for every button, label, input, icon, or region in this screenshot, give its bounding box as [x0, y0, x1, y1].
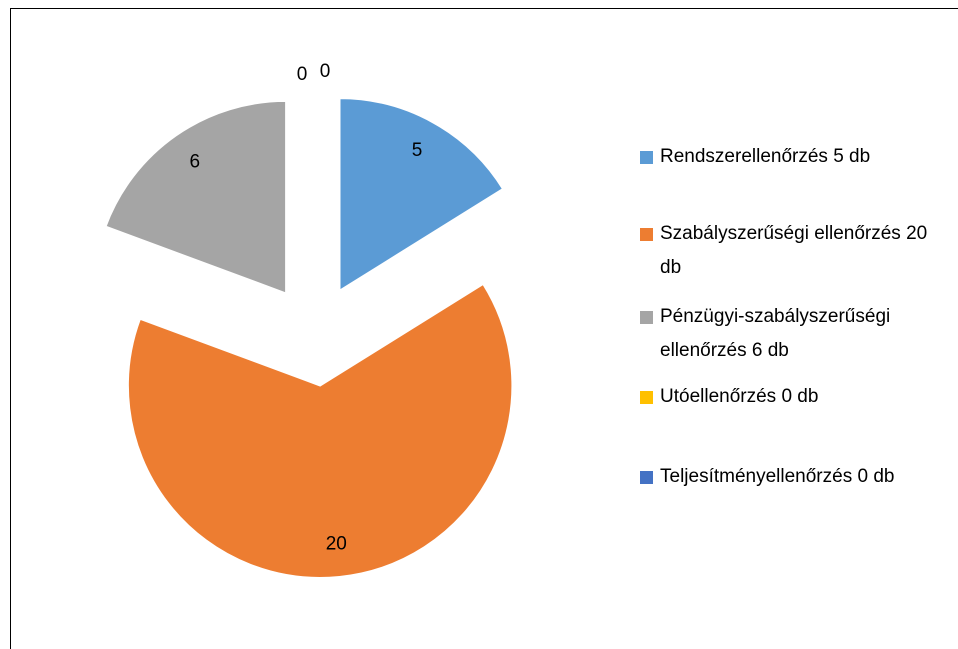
- legend-item: Pénzügyi-szabályszerűségi ellenőrzés 6 d…: [640, 300, 930, 368]
- legend-item: Teljesítményellenőrzés 0 db: [640, 460, 930, 494]
- data-label: 0: [320, 61, 331, 82]
- legend-item: Szabályszerűségi ellenőrzés 20 db: [640, 217, 930, 285]
- legend-item: Utóellenőrzés 0 db: [640, 380, 930, 414]
- chart-frame: [10, 8, 958, 649]
- data-label: 0: [297, 64, 308, 85]
- legend-swatch: [640, 311, 653, 324]
- legend-swatch: [640, 391, 653, 404]
- legend-label: Utóellenőrzés 0 db: [660, 386, 819, 407]
- pie-slice: [339, 97, 504, 292]
- legend-item: Rendszerellenőrzés 5 db: [640, 140, 930, 174]
- legend-label: Szabályszerűségi ellenőrzés 20 db: [660, 223, 928, 278]
- data-label: 5: [412, 140, 423, 161]
- legend-swatch: [640, 471, 653, 484]
- legend-swatch: [640, 151, 653, 164]
- data-label: 20: [326, 533, 347, 554]
- legend-label: Teljesítményellenőrzés 0 db: [660, 466, 895, 487]
- pie-slice: [104, 100, 287, 295]
- legend-label: Pénzügyi-szabályszerűségi ellenőrzés 6 d…: [660, 306, 891, 361]
- pie-slice: [127, 283, 513, 579]
- data-label: 6: [190, 151, 201, 172]
- legend-swatch: [640, 228, 653, 241]
- legend-label: Rendszerellenőrzés 5 db: [660, 146, 871, 167]
